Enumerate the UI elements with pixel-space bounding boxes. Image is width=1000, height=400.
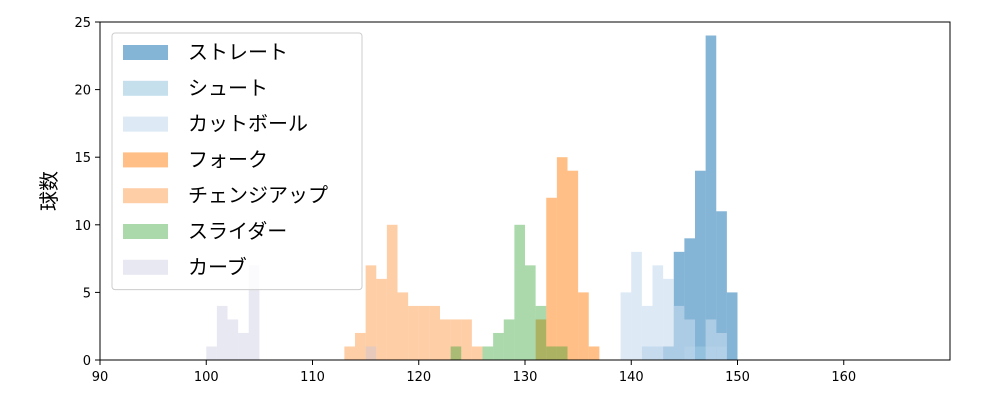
bar-2-5 bbox=[673, 305, 685, 360]
legend-swatch-0 bbox=[123, 45, 168, 60]
legend-swatch-6 bbox=[123, 259, 168, 275]
bar-5-5 bbox=[525, 265, 536, 360]
bar-5-8 bbox=[556, 346, 568, 360]
bar-3-2 bbox=[556, 157, 568, 360]
bar-6-5 bbox=[365, 346, 377, 360]
bar-2-4 bbox=[663, 278, 674, 360]
bars-layer bbox=[206, 35, 738, 361]
y-axis-label: 球数 bbox=[37, 171, 61, 211]
bar-5-0 bbox=[450, 346, 462, 360]
bar-5-6 bbox=[535, 305, 547, 360]
bar-6-0 bbox=[206, 346, 217, 360]
legend-swatch-2 bbox=[123, 116, 168, 132]
y-tick-label-5: 25 bbox=[74, 16, 91, 31]
bar-4-1 bbox=[355, 332, 366, 360]
bar-6-4 bbox=[248, 265, 260, 360]
bar-2-7 bbox=[705, 319, 717, 360]
bar-4-4 bbox=[386, 224, 398, 360]
legend-swatch-4 bbox=[123, 188, 168, 204]
bar-4-9 bbox=[440, 319, 451, 360]
bar-5-7 bbox=[546, 346, 557, 360]
legend-swatch-5 bbox=[123, 224, 168, 239]
bar-4-2 bbox=[365, 265, 377, 360]
bar-3-0 bbox=[535, 319, 547, 360]
x-tick-label-7: 160 bbox=[831, 370, 856, 385]
bar-0-5 bbox=[716, 211, 727, 360]
bar-4-12 bbox=[471, 346, 483, 360]
bar-4-5 bbox=[397, 292, 409, 360]
legend-swatch-1 bbox=[123, 80, 168, 96]
x-tick-label-3: 120 bbox=[406, 370, 431, 385]
bar-5-2 bbox=[493, 332, 504, 360]
bar-2-2 bbox=[641, 305, 653, 360]
legend-box bbox=[111, 32, 363, 291]
bar-3-5 bbox=[588, 346, 600, 360]
x-tick-label-1: 100 bbox=[194, 370, 219, 385]
x-tick-label-2: 110 bbox=[300, 370, 325, 385]
bar-2-3 bbox=[652, 265, 664, 360]
bar-0-4 bbox=[705, 35, 717, 361]
bar-0-2 bbox=[684, 238, 695, 360]
bar-2-6 bbox=[684, 319, 695, 360]
bar-0-1 bbox=[673, 251, 685, 360]
bar-0-3 bbox=[695, 170, 706, 360]
bar-4-7 bbox=[418, 305, 430, 360]
bar-3-4 bbox=[578, 292, 589, 360]
x-tick-label-4: 130 bbox=[513, 370, 538, 385]
bar-2-1 bbox=[631, 251, 642, 360]
x-tick-label-5: 140 bbox=[619, 370, 644, 385]
y-tick-label-0: 0 bbox=[83, 354, 91, 369]
y-tick-label-4: 20 bbox=[74, 84, 91, 99]
bar-0-6 bbox=[726, 292, 738, 360]
bar-4-10 bbox=[450, 319, 462, 360]
bar-3-3 bbox=[567, 170, 579, 360]
bar-6-2 bbox=[227, 319, 239, 360]
bar-4-11 bbox=[461, 319, 472, 360]
y-tick-label-3: 15 bbox=[74, 151, 91, 166]
y-axis: 0 5 10 15 20 25 bbox=[74, 16, 100, 369]
legend-label-0: ストレート bbox=[188, 40, 288, 64]
legend-label-4: チェンジアップ bbox=[188, 183, 328, 207]
bar-6-3 bbox=[238, 332, 249, 360]
bar-4-3 bbox=[376, 278, 387, 360]
bar-5-1 bbox=[482, 346, 494, 360]
bar-6-1 bbox=[216, 305, 228, 360]
legend-label-1: シュート bbox=[188, 76, 268, 100]
x-tick-label-6: 150 bbox=[725, 370, 750, 385]
legend-label-6: カーブ bbox=[188, 255, 247, 279]
bar-4-6 bbox=[408, 305, 419, 360]
bar-1-3 bbox=[695, 346, 706, 360]
bar-4-0 bbox=[344, 346, 355, 360]
y-tick-label-2: 10 bbox=[74, 219, 91, 234]
legend-label-5: スライダー bbox=[188, 219, 287, 243]
bar-3-1 bbox=[546, 197, 557, 360]
y-tick-label-1: 5 bbox=[83, 286, 91, 301]
x-tick-label-0: 90 bbox=[92, 370, 109, 385]
x-axis: 90 100 110 120 130 140 150 160 bbox=[92, 360, 856, 385]
legend-swatch-3 bbox=[123, 152, 168, 168]
bar-5-3 bbox=[503, 319, 515, 360]
legend-label-3: フォーク bbox=[188, 147, 268, 171]
bar-2-0 bbox=[620, 292, 632, 360]
bar-5-4 bbox=[514, 224, 525, 360]
legend-label-2: カットボール bbox=[188, 112, 308, 136]
bar-4-8 bbox=[429, 305, 440, 360]
bar-2-8 bbox=[716, 332, 727, 360]
